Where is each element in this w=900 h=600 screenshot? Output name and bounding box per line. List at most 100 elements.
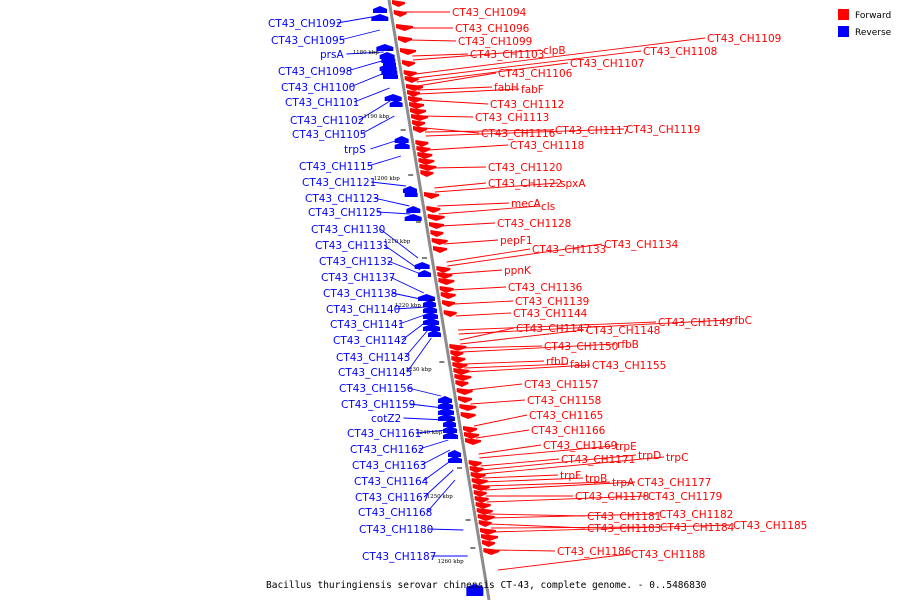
forward-gene-label: CT43_CH1117 — [555, 125, 629, 137]
scale-tick-label: 1260 kbp — [438, 559, 465, 565]
reverse-gene-label: CT43_CH1164 — [354, 476, 429, 488]
forward-gene-arrow — [427, 214, 445, 221]
forward-gene-label: pepF1 — [500, 235, 533, 247]
forward-gene-arrow — [456, 388, 473, 395]
genome-caption: Bacillus thuringiensis serovar chinensis… — [266, 580, 707, 591]
legend-reverse-swatch — [838, 26, 849, 37]
reverse-gene-arrow — [418, 270, 431, 277]
leader-line — [470, 399, 526, 405]
leader-line — [370, 139, 399, 150]
reverse-gene-arrow — [394, 142, 410, 149]
leader-line — [353, 87, 390, 103]
genome-axis — [387, 0, 491, 600]
leader-line — [451, 286, 507, 291]
forward-gene-label: CT43_CH1185 — [733, 520, 807, 532]
leader-line — [377, 211, 411, 215]
leader-line — [479, 445, 614, 459]
forward-gene-arrow — [419, 164, 437, 171]
forward-gene-label: CT43_CH1155 — [592, 360, 666, 372]
forward-gene-label: CT43_CH1139 — [515, 296, 589, 308]
forward-gene-arrow — [451, 356, 466, 363]
leader-lines — [337, 11, 732, 571]
forward-gene-arrow — [453, 368, 470, 375]
gene-features — [371, 0, 500, 596]
forward-gene-arrow — [465, 438, 481, 445]
reverse-gene-label: CT43_CH1141 — [330, 319, 404, 331]
forward-gene-label: CT43_CH1134 — [604, 239, 679, 251]
leader-line — [419, 99, 489, 105]
reverse-gene-label: prsA — [320, 49, 344, 61]
leader-line — [478, 444, 542, 455]
reverse-gene-label: cotZ2 — [371, 413, 401, 425]
forward-gene-label: CT43_CH1177 — [637, 477, 711, 489]
forward-gene-label: CT43_CH1183 — [587, 523, 661, 535]
reverse-gene-arrow — [443, 432, 458, 439]
reverse-gene-arrow — [414, 262, 430, 269]
forward-gene-arrow — [472, 484, 490, 491]
forward-gene-label: cls — [541, 201, 555, 213]
leader-line — [339, 29, 381, 41]
legend-reverse-label: Reverse — [855, 28, 892, 38]
forward-gene-arrow — [403, 70, 417, 77]
leader-line — [460, 345, 543, 349]
leader-line — [482, 474, 559, 479]
forward-gene-label: fabF — [521, 84, 544, 96]
reverse-gene-arrow — [406, 206, 421, 213]
forward-gene-arrow — [443, 310, 457, 317]
forward-gene-label: CT43_CH1148 — [586, 325, 660, 337]
forward-gene-arrow — [433, 246, 447, 253]
leader-line — [483, 481, 611, 487]
leader-line — [360, 115, 395, 135]
forward-gene-label: CT43_CH1179 — [648, 491, 722, 503]
forward-gene-label: CT43_CH1186 — [557, 546, 632, 558]
leader-line — [481, 456, 665, 475]
leader-line — [461, 343, 616, 353]
forward-gene-arrow — [431, 238, 448, 245]
forward-gene-arrow — [483, 548, 500, 555]
reverse-gene-arrow — [443, 420, 456, 427]
leader-line — [371, 181, 407, 187]
scale-tick-label: 1250 kbp — [427, 494, 454, 500]
forward-gene-arrow — [473, 490, 487, 497]
forward-gene-label: CT43_CH1094 — [452, 7, 527, 19]
forward-gene-arrow — [455, 380, 469, 387]
forward-gene-arrow — [442, 300, 455, 307]
leader-line — [379, 228, 419, 259]
forward-gene-label: CT43_CH1182 — [659, 509, 733, 521]
leader-line — [464, 363, 569, 369]
forward-gene-arrow — [415, 140, 429, 147]
forward-gene-label: CT43_CH1181 — [587, 511, 661, 523]
leader-line — [480, 458, 560, 467]
forward-gene-arrow — [418, 158, 435, 165]
scale-tick-label: 1180 kbp — [353, 50, 380, 56]
reverse-gene-arrow — [404, 190, 418, 197]
reverse-gene-label: CT43_CH1142 — [333, 335, 407, 347]
leader-line — [467, 383, 523, 391]
forward-gene-arrow — [474, 496, 489, 503]
reverse-gene-label: CT43_CH1115 — [299, 161, 373, 173]
reverse-gene-arrow — [466, 584, 484, 596]
leader-line — [406, 337, 432, 373]
leader-line — [494, 549, 556, 552]
leader-line — [481, 454, 637, 471]
reverse-gene-arrow — [371, 14, 389, 21]
leader-line — [415, 37, 706, 75]
forward-gene-arrow — [412, 120, 425, 127]
scale-tick-label: 1240 kbp — [416, 430, 443, 436]
leader-line — [459, 327, 515, 341]
scale-tick-label: 1230 kbp — [406, 367, 433, 373]
forward-gene-label: CT43_CH1128 — [497, 218, 571, 230]
leader-line — [407, 387, 442, 397]
reverse-gene-label: CT43_CH1187 — [362, 551, 436, 563]
reverse-gene-label: CT43_CH1162 — [350, 444, 424, 456]
reverse-gene-arrow — [423, 306, 437, 313]
leader-line — [443, 239, 499, 245]
forward-gene-arrow — [469, 466, 484, 473]
forward-gene-label: trpB — [585, 473, 607, 485]
forward-gene-arrow — [480, 528, 496, 535]
position-ticks: 1180 kbp 1190 kbp 1200 kbp 1210 kbp 1220 kbp… — [353, 49, 476, 565]
forward-gene-label: mecA — [511, 198, 541, 210]
forward-gene-label: clpB — [543, 45, 566, 57]
scale-tick-label: 1200 kbp — [374, 176, 401, 182]
leader-line — [404, 327, 431, 358]
